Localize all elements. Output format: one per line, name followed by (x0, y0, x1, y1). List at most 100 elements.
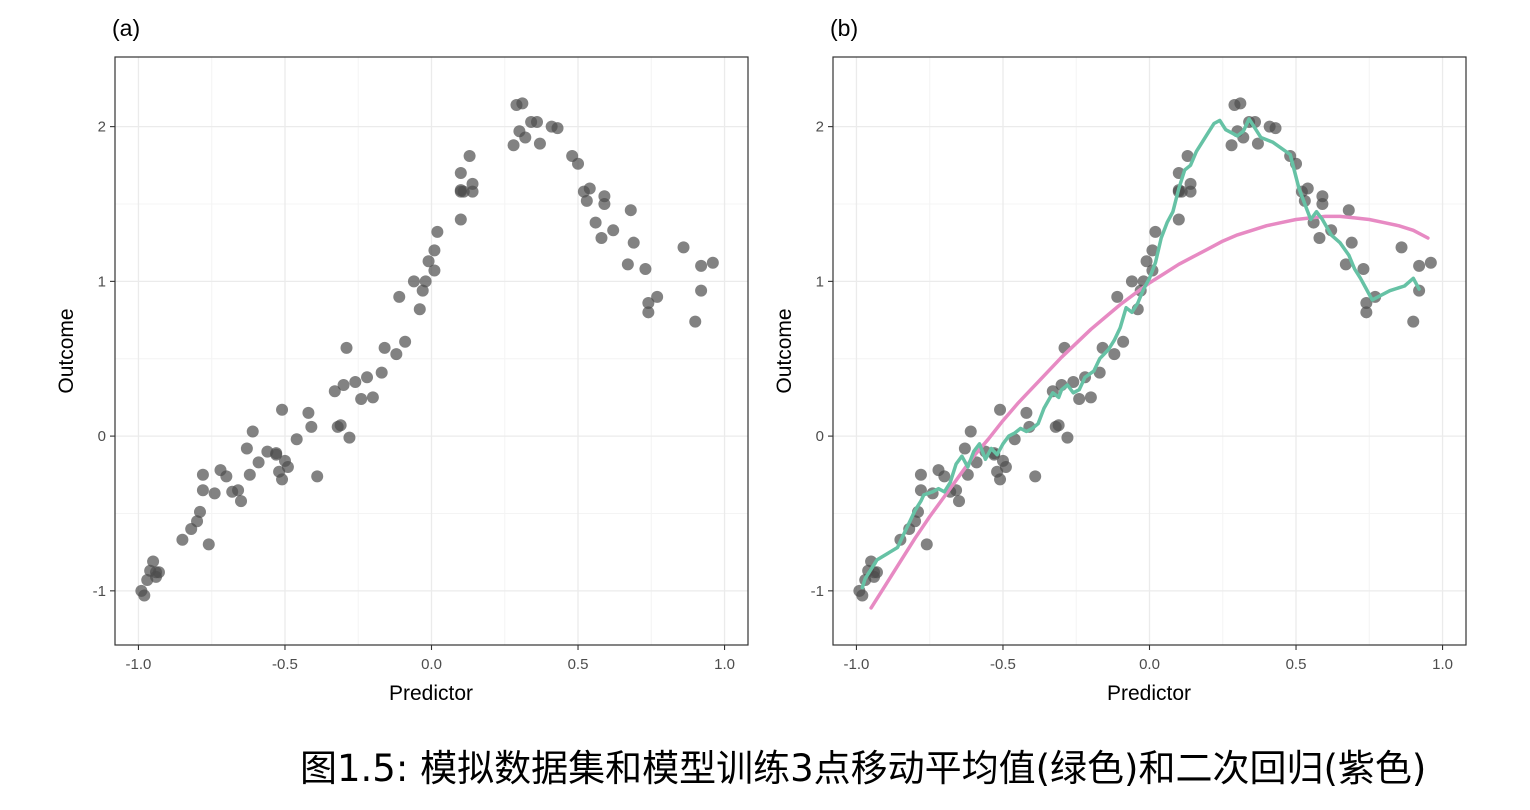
data-point (466, 185, 479, 198)
y-tick-label: 1 (816, 273, 824, 290)
data-point (243, 468, 256, 481)
data-point (1184, 185, 1197, 198)
data-point (390, 348, 403, 361)
data-point (305, 420, 318, 433)
data-point (1251, 137, 1264, 150)
data-point (334, 419, 347, 432)
panel-a-ticks: -1.0 -0.5 0.0 0.5 1.0 -1 0 1 2 (93, 119, 735, 673)
data-point (961, 468, 974, 481)
data-point (1140, 255, 1153, 268)
data-point (551, 122, 564, 135)
data-point (196, 484, 209, 497)
y-tick-label: -1 (811, 583, 824, 600)
data-point (1067, 375, 1080, 388)
panel-a-xlabel: Predictor (389, 682, 473, 705)
data-point (454, 167, 467, 180)
data-point (428, 264, 441, 277)
data-point (202, 538, 215, 551)
y-tick-label: 2 (98, 119, 106, 136)
data-point (276, 403, 289, 416)
panel-a-label: (a) (112, 15, 140, 41)
data-point (196, 468, 209, 481)
data-point (583, 182, 596, 195)
data-point (624, 204, 637, 217)
data-point (953, 495, 966, 508)
data-point (1117, 335, 1130, 348)
data-point (240, 442, 253, 455)
data-point (349, 375, 362, 388)
x-tick-label: -0.5 (272, 656, 298, 673)
data-point (419, 275, 432, 288)
data-point (994, 403, 1007, 416)
data-point (1360, 306, 1373, 319)
moving-average-line (860, 117, 1421, 590)
data-point (695, 284, 708, 297)
data-point (355, 392, 368, 405)
data-point (399, 335, 412, 348)
data-point (651, 290, 664, 303)
data-point (589, 216, 602, 229)
data-point (856, 589, 869, 602)
data-point (1407, 315, 1420, 328)
panel-b: (b) -1.0 -0.5 0.0 0.5 1.0 -1 0 1 2 Predictor Out… (773, 15, 1467, 705)
data-point (1052, 419, 1065, 432)
data-point (1093, 366, 1106, 379)
data-point (147, 555, 160, 568)
x-tick-label: 1.0 (1432, 656, 1453, 673)
data-point (281, 461, 294, 474)
data-point (695, 259, 708, 272)
data-point (457, 185, 470, 198)
data-point (138, 589, 151, 602)
data-point (1313, 232, 1326, 245)
panel-a: (a) -1.0 -0.5 0.0 0.5 1.0 -1 0 1 2 Predictor Out… (55, 15, 749, 705)
y-tick-label: 1 (98, 273, 106, 290)
data-point (677, 241, 690, 254)
data-point (454, 213, 467, 226)
data-point (1413, 259, 1426, 272)
data-point (1111, 290, 1124, 303)
data-point (642, 297, 655, 310)
data-point (232, 484, 245, 497)
data-point (311, 470, 324, 483)
data-point (1357, 262, 1370, 275)
x-tick-label: 0.0 (1139, 656, 1160, 673)
data-point (1020, 406, 1033, 419)
data-point (531, 115, 543, 128)
data-point (1146, 244, 1159, 257)
data-point (642, 306, 655, 319)
data-point (1342, 204, 1355, 217)
data-point (152, 566, 165, 579)
data-point (964, 425, 977, 438)
data-point (343, 431, 356, 444)
data-point (994, 473, 1007, 486)
data-point (1424, 256, 1437, 269)
panel-b-lines (860, 117, 1430, 610)
data-point (340, 341, 353, 354)
data-point (375, 366, 388, 379)
data-point (235, 495, 248, 508)
y-tick-label: 0 (816, 428, 824, 445)
data-point (621, 258, 634, 271)
data-point (337, 379, 350, 392)
data-point (519, 131, 532, 144)
data-point (1029, 470, 1042, 483)
data-point (1073, 392, 1086, 405)
data-point (407, 275, 420, 288)
x-tick-label: 0.0 (421, 656, 442, 673)
data-point (290, 433, 303, 446)
data-point (1269, 122, 1282, 135)
data-point (639, 262, 652, 275)
data-point (208, 487, 221, 500)
data-point (580, 194, 593, 207)
x-tick-label: 1.0 (714, 656, 735, 673)
data-point (1360, 297, 1373, 310)
data-point (999, 461, 1012, 474)
panel-b-label: (b) (830, 15, 858, 41)
data-point (191, 515, 204, 528)
data-point (516, 97, 529, 110)
data-point (1225, 139, 1238, 152)
panel-a-points (135, 97, 719, 602)
data-point (1234, 97, 1247, 110)
data-point (422, 255, 435, 268)
data-point (328, 385, 341, 398)
